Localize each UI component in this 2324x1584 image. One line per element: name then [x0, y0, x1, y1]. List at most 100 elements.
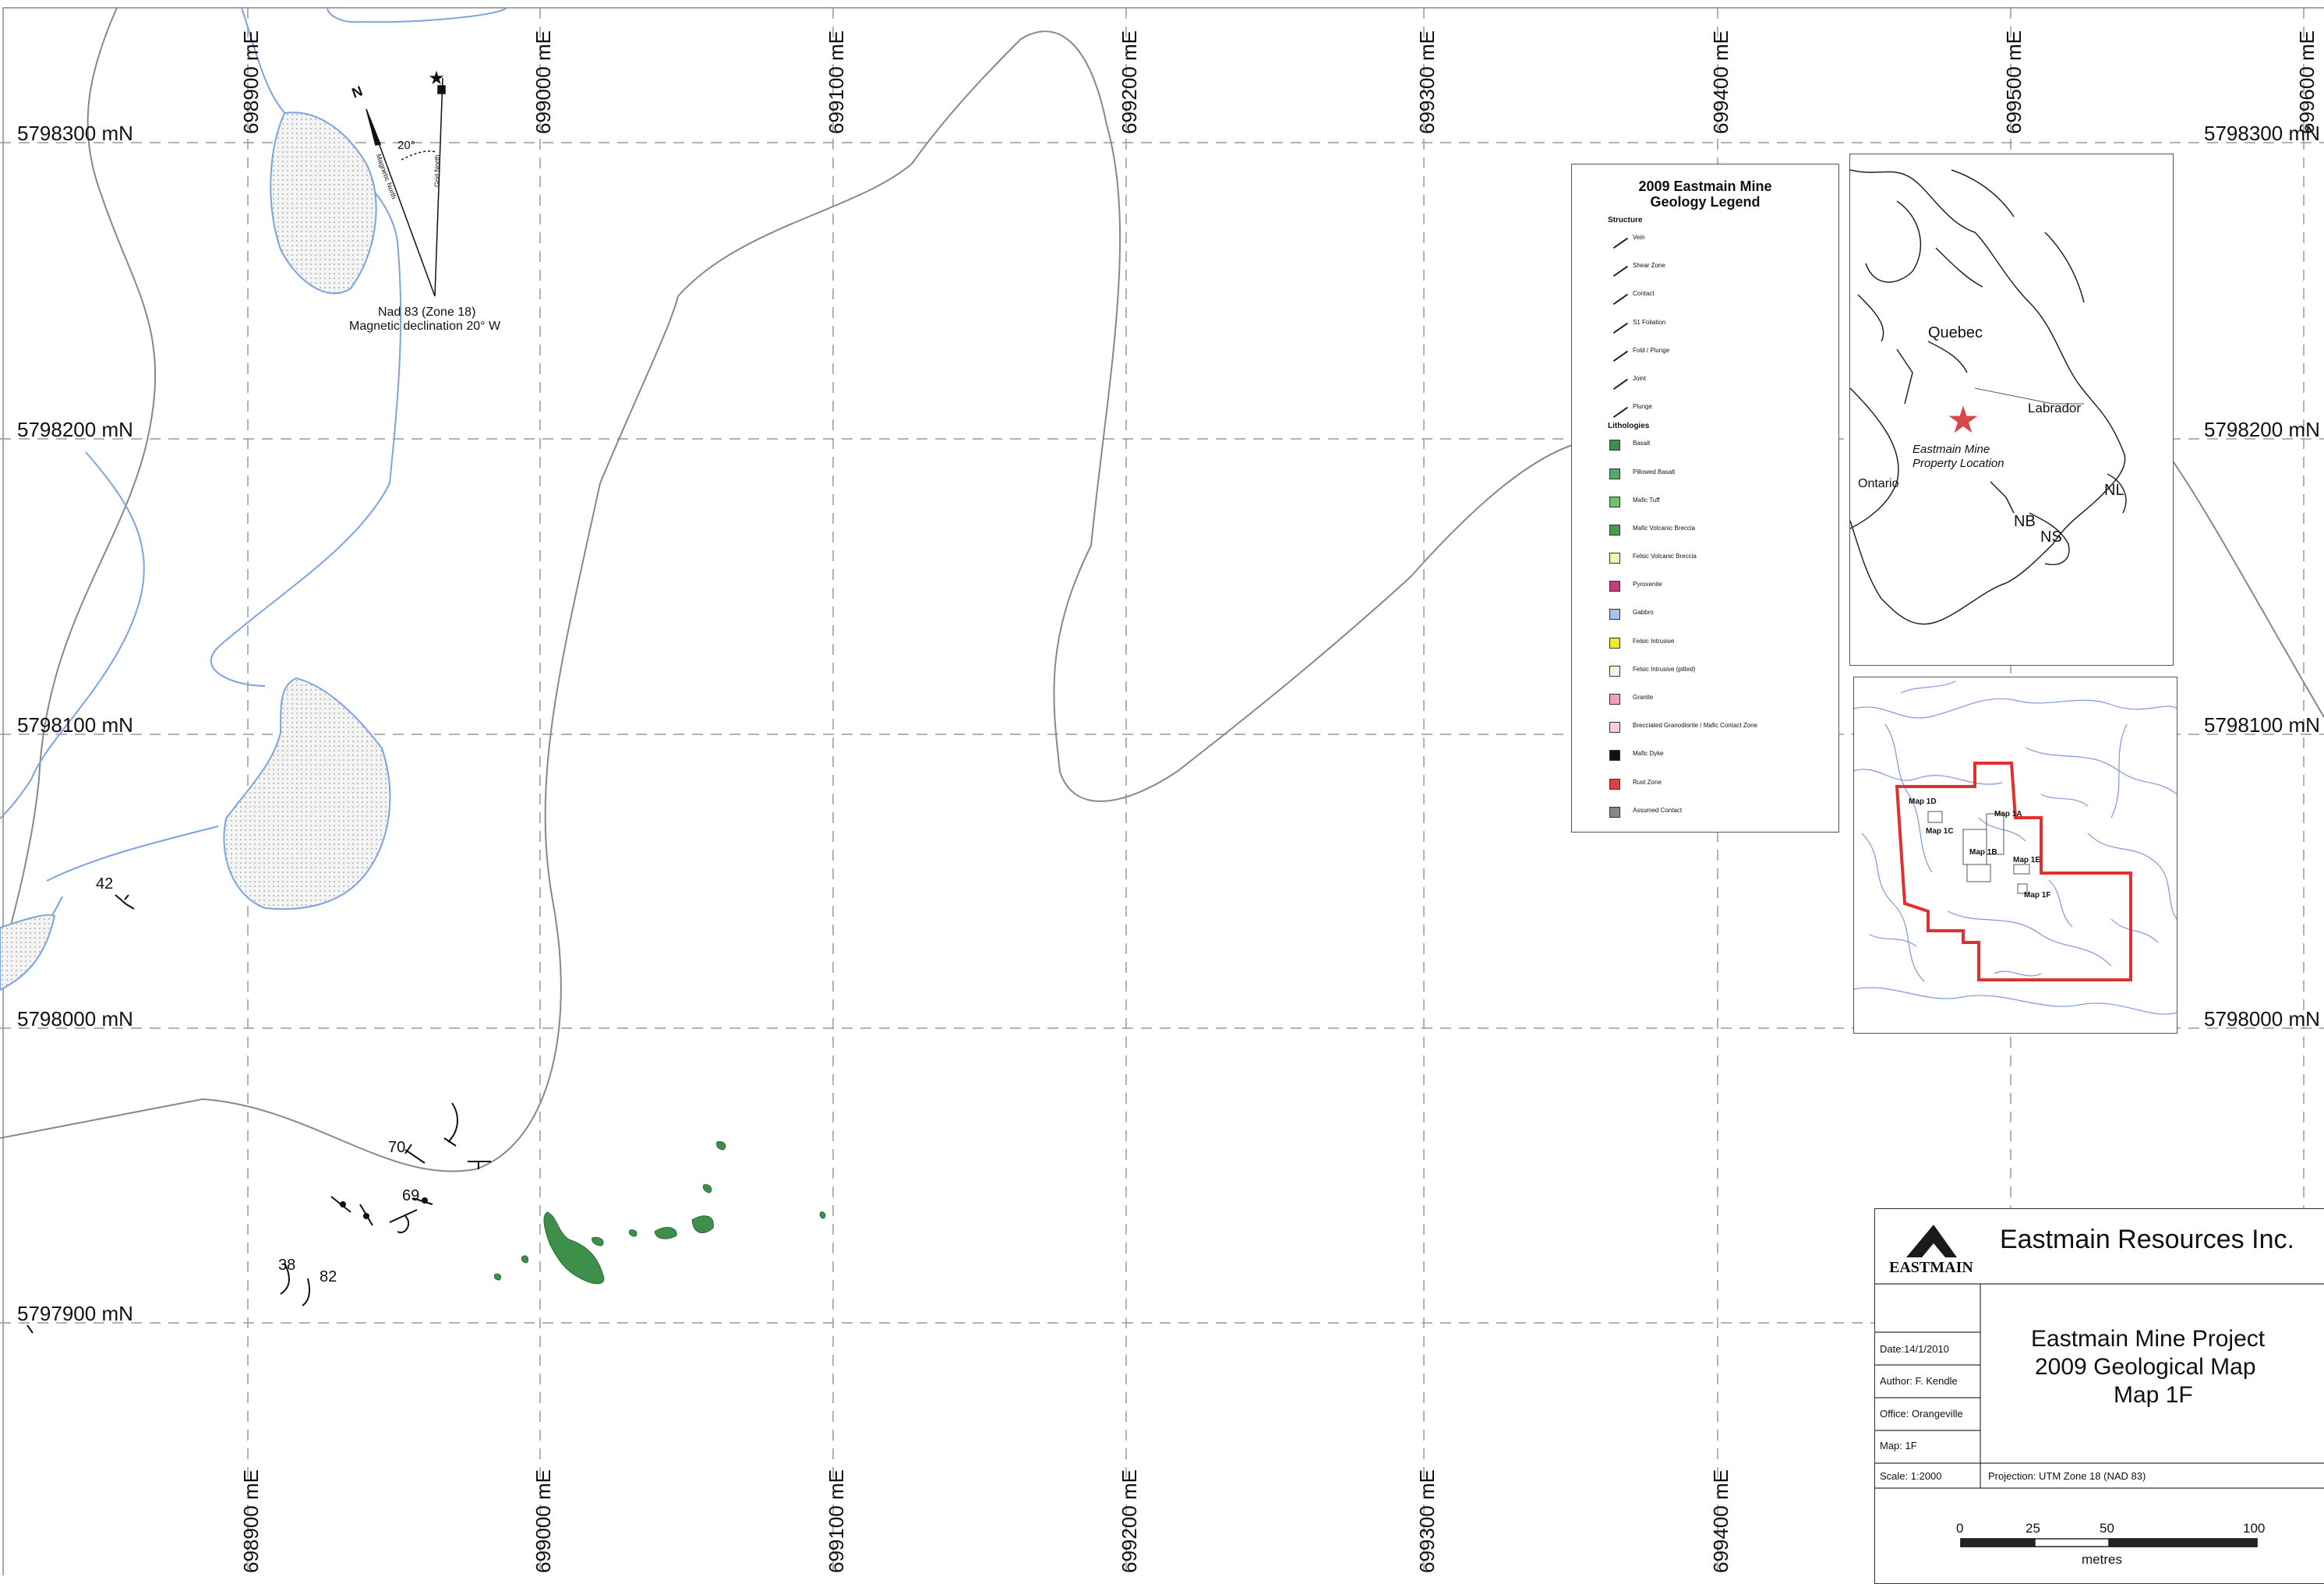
map-office: Office: Orangeville — [1880, 1408, 1963, 1420]
legend-subtitle: Geology Legend — [1650, 194, 1761, 210]
northing-right-2: 5798200 mN — [2204, 418, 2320, 441]
legend-structure-label: Joint — [1633, 374, 1646, 382]
northing-left-1: 5798300 mN — [17, 122, 133, 145]
easting-top-3: 699100 mE — [825, 30, 848, 134]
legend-structure-label: Contact — [1633, 290, 1655, 298]
legend-lithology-label: Pyroxenite — [1633, 581, 1662, 589]
easting-bottom-4: 699200 mE — [1118, 1469, 1141, 1573]
basalt-outcrops — [493, 1140, 826, 1285]
legend-structure-item: Vein — [1572, 225, 1838, 253]
label-nl: NL — [2104, 482, 2124, 499]
legend-lithology-label: Basalt — [1633, 440, 1651, 447]
legend-lithology-item: Pyroxenite — [1572, 571, 1838, 599]
easting-top-7: 699500 mE — [2002, 30, 2026, 134]
map-number: Map: 1F — [1880, 1440, 1917, 1451]
eastmain-logo-text: EASTMAIN — [1889, 1259, 1973, 1276]
legend-lithology-label: Assumed Contact — [1633, 806, 1683, 814]
legend-title: 2009 Eastmain Mine Geology Legend — [1572, 179, 1838, 210]
legend-lithology-item: Rust Zone — [1572, 769, 1838, 797]
scale-tick-25: 25 — [2026, 1521, 2040, 1536]
property-star-icon: ★ — [1946, 400, 1980, 441]
easting-bottom-3: 699100 mE — [825, 1469, 848, 1573]
property-location-label-1: Eastmain Mine — [1913, 443, 1990, 456]
lithology-swatch — [1609, 553, 1620, 564]
dip-label-82: 82 — [320, 1268, 337, 1285]
northing-right-3: 5798100 mN — [2204, 713, 2320, 737]
index-map — [1854, 681, 2177, 1015]
legend-structure-heading: Structure — [1608, 216, 1643, 225]
lithology-swatch — [1609, 778, 1620, 790]
legend-lithology-item: Basalt — [1572, 430, 1838, 458]
structure-symbol-icon — [1607, 370, 1629, 390]
dip-label-70: 70 — [388, 1139, 406, 1156]
easting-top-1: 698900 mE — [239, 30, 263, 134]
label-nb: NB — [2014, 513, 2036, 530]
scale-tick-0: 0 — [1956, 1521, 1964, 1536]
map-border — [2, 7, 2324, 1575]
legend-structure-label: Plunge — [1633, 403, 1652, 411]
map-scale: Scale: 1:2000 — [1880, 1470, 1942, 1482]
index-map-1b: Map 1B — [1969, 848, 1997, 857]
label-ontario: Ontario — [1858, 477, 1899, 490]
map-projection: Projection: UTM Zone 18 (NAD 83) — [1988, 1470, 2146, 1482]
label-ns: NS — [2040, 529, 2062, 546]
title-block: Eastmain Resources Inc. EASTMAIN Eastmai… — [1874, 1208, 2324, 1584]
legend-lithology-item: Assumed Contact — [1572, 797, 1838, 826]
easting-top-6: 699400 mE — [1709, 30, 1732, 134]
lithology-swatch — [1609, 694, 1620, 705]
northing-left-3: 5798100 mN — [17, 713, 133, 737]
property-boundary — [1895, 762, 2132, 981]
legend-lithology-item: Granite — [1572, 684, 1838, 712]
legend-structure-list: Vein Shear Zone Contact S1 Foliation Fold / … — [1572, 225, 1838, 422]
eastmain-logo-mark — [1906, 1225, 1957, 1257]
lithology-swatch — [1609, 524, 1620, 536]
northing-right-1: 5798300 mN — [2204, 122, 2320, 145]
legend-lithology-list: Basalt Pillowed Basalt Mafic Tuff Mafic Vol… — [1572, 430, 1838, 826]
structure-symbol-icon — [1607, 229, 1629, 249]
legend-lithology-label: Felsic Intrusive (pitted) — [1633, 665, 1696, 673]
location-inset: ★ Quebec Labrador Ontario NL NB NS Eastm… — [1849, 154, 2174, 666]
geology-legend: 2009 Eastmain Mine Geology Legend Structu… — [1571, 164, 1839, 833]
scale-tick-50: 50 — [2100, 1521, 2114, 1536]
legend-lithology-label: Felsic Intrusive — [1633, 637, 1675, 645]
legend-lithology-label: Mafic Dyke — [1633, 750, 1664, 758]
legend-lithology-label: Mafic Volcanic Breccia — [1633, 524, 1696, 532]
legend-lithology-label: Brecciated Granodiorite / Mafic Contact … — [1633, 722, 1758, 730]
project-title-3: Map 1F — [2114, 1382, 2193, 1408]
legend-lithology-item: Pillowed Basalt — [1572, 459, 1838, 487]
map-author: Author: F. Kendle — [1880, 1375, 1958, 1387]
legend-structure-item: S1 Foliation — [1572, 309, 1838, 338]
easting-bottom-1: 698900 mE — [239, 1469, 263, 1573]
north-arrow-angle: 20° — [397, 139, 415, 152]
legend-lithology-label: Pillowed Basalt — [1633, 468, 1676, 476]
map-index-inset: Map 1D Map 1C Map 1A Map 1B Map 1E Map 1… — [1853, 677, 2177, 1034]
lithology-swatch — [1609, 581, 1620, 592]
legend-lithology-item: Mafic Dyke — [1572, 741, 1838, 769]
legend-structure-label: Shear Zone — [1633, 262, 1665, 270]
structure-symbol-icon — [1607, 314, 1629, 334]
property-location-label-2: Property Location — [1913, 457, 2004, 470]
map-date: Date:14/1/2010 — [1880, 1343, 1949, 1355]
scale-unit: metres — [2082, 1552, 2122, 1567]
scale-bar — [1960, 1538, 2258, 1547]
index-map-1a: Map 1A — [1994, 810, 2022, 819]
structure-symbol-icon — [1607, 258, 1629, 278]
easting-top-2: 699000 mE — [532, 30, 555, 134]
lakes — [0, 111, 391, 992]
project-title-1: Eastmain Mine Project — [2031, 1326, 2266, 1352]
north-star-icon: ★ — [428, 68, 445, 89]
lithology-swatch — [1609, 637, 1620, 649]
structure-symbol-icon — [1607, 342, 1629, 362]
legend-lithology-item: Felsic Volcanic Breccia — [1572, 543, 1838, 571]
index-map-1f: Map 1F — [2024, 891, 2051, 900]
lithology-swatch — [1609, 665, 1620, 677]
legend-structure-item: Plunge — [1572, 394, 1838, 422]
legend-lithology-label: Felsic Volcanic Breccia — [1633, 553, 1697, 560]
company-name: Eastmain Resources Inc. — [2000, 1225, 2294, 1254]
structure-symbols — [26, 894, 491, 1334]
title-block-lines — [1875, 1225, 2324, 1547]
legend-lithology-item: Gabbro — [1572, 599, 1838, 628]
northing-left-5: 5797900 mN — [17, 1302, 133, 1325]
legend-lithology-item: Mafic Tuff — [1572, 487, 1838, 515]
legend-structure-item: Fold / Plunge — [1572, 338, 1838, 366]
